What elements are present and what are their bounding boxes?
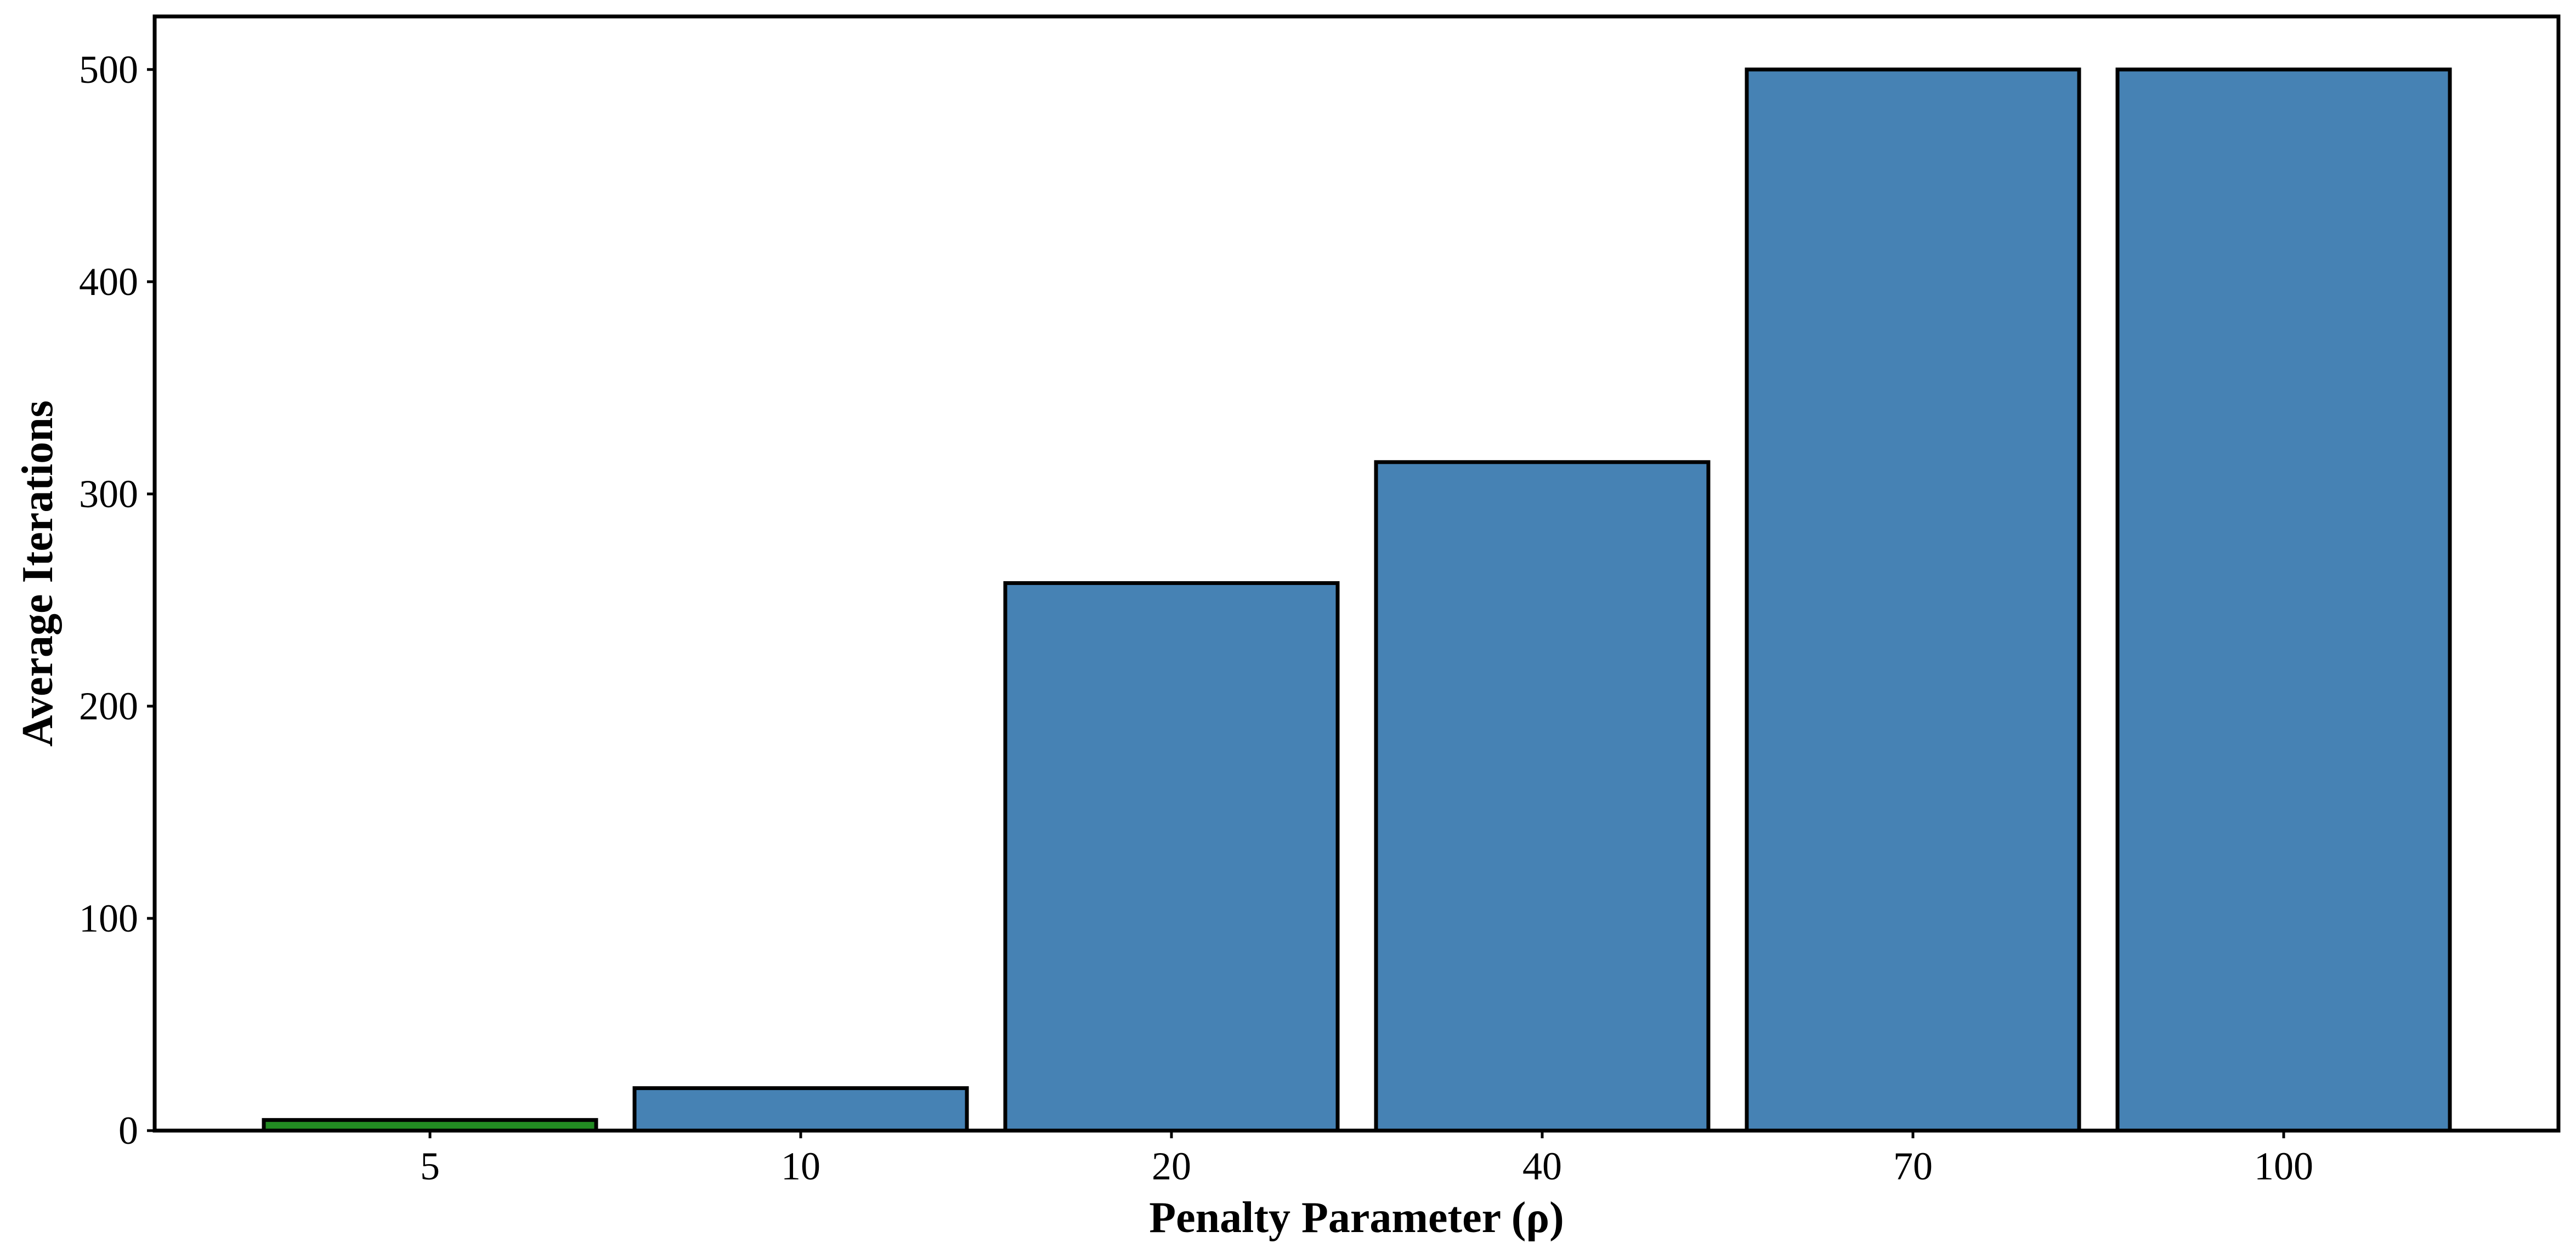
y-axis: 0 100 200 300 400 500 — [79, 48, 155, 1153]
bars-group — [262, 67, 2452, 1133]
y-tick-label: 100 — [79, 896, 138, 940]
x-tick-label: 100 — [2254, 1144, 2313, 1188]
x-axis: 5 10 20 40 70 100 — [420, 1131, 2313, 1188]
bar-40 — [1374, 460, 1711, 1133]
x-tick-label: 70 — [1893, 1144, 1933, 1188]
x-axis-label: Penalty Parameter (ρ) — [1149, 1194, 1564, 1242]
y-tick-label: 500 — [79, 48, 138, 92]
x-tick-label: 20 — [1152, 1144, 1191, 1188]
x-tick-label: 5 — [420, 1144, 440, 1188]
x-tick-label: 10 — [781, 1144, 820, 1188]
bar-100 — [2115, 67, 2452, 1133]
y-tick-label: 0 — [118, 1109, 138, 1153]
y-tick-label: 200 — [79, 684, 138, 728]
y-tick-label: 300 — [79, 472, 138, 516]
bar-10 — [632, 1086, 969, 1133]
bar-70 — [1745, 67, 2081, 1133]
plot-area-frame — [152, 14, 2561, 1133]
y-axis-label: Average Iterations — [14, 400, 62, 747]
bar-20 — [1003, 581, 1340, 1133]
y-tick-label: 400 — [79, 260, 138, 304]
x-tick-label: 40 — [1522, 1144, 1562, 1188]
